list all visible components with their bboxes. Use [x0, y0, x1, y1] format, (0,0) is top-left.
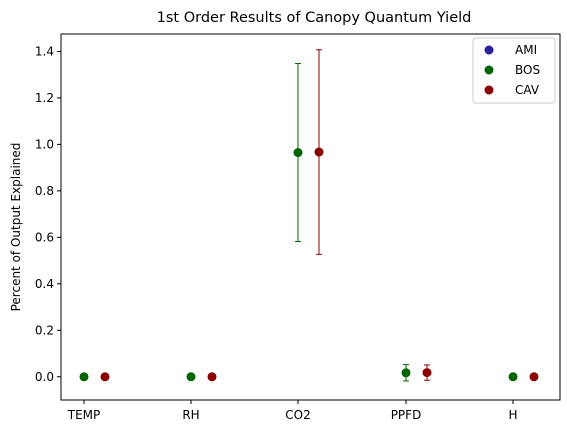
x-tick-label: TEMP: [67, 408, 101, 422]
data-point-cav: [207, 372, 217, 382]
y-tick-label: 0.2: [35, 323, 54, 337]
y-tick-label: 1.2: [35, 91, 54, 105]
data-point-bos: [508, 372, 518, 382]
plot-area: [79, 49, 539, 382]
x-tick-label: RH: [182, 408, 199, 422]
data-point-bos: [186, 372, 196, 382]
data-point-cav: [314, 147, 324, 157]
x-tick-label: CO2: [285, 408, 310, 422]
data-point-cav: [422, 368, 432, 378]
data-point-bos: [293, 148, 303, 158]
plot-frame: [60, 33, 561, 401]
data-point-cav: [529, 372, 539, 382]
legend-marker-ami: [484, 45, 494, 55]
legend-label-ami: AMI: [515, 43, 537, 57]
legend-marker-bos: [484, 65, 494, 75]
y-tick-label: 0.4: [35, 277, 54, 291]
chart-title: 1st Order Results of Canopy Quantum Yiel…: [157, 10, 472, 26]
legend: AMI BOS CAV: [472, 37, 556, 104]
y-tick-label: 0.0: [35, 370, 54, 384]
legend-box: [472, 37, 556, 104]
data-point-bos: [401, 368, 411, 378]
x-tick-label: H: [508, 408, 517, 422]
legend-marker-cav: [484, 85, 494, 95]
data-point-cav: [100, 372, 110, 382]
data-point-bos: [79, 372, 89, 382]
y-tick-label: 0.6: [35, 230, 54, 244]
y-axis-label: Percent of Output Explained: [9, 143, 23, 312]
legend-label-bos: BOS: [515, 63, 540, 77]
y-tick-label: 1.4: [35, 44, 54, 58]
x-tick-label: PPFD: [391, 408, 422, 422]
y-tick-label: 1.0: [35, 137, 54, 151]
y-tick-label: 0.8: [35, 184, 54, 198]
legend-label-cav: CAV: [515, 83, 540, 97]
